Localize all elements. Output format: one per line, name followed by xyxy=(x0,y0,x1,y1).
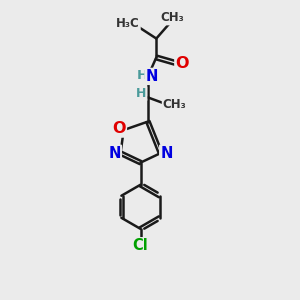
Text: N: N xyxy=(146,69,158,84)
Text: CH₃: CH₃ xyxy=(160,11,184,24)
Text: N: N xyxy=(160,146,172,161)
Text: Cl: Cl xyxy=(133,238,148,253)
Text: O: O xyxy=(112,122,126,136)
Text: H: H xyxy=(136,87,146,100)
Text: O: O xyxy=(176,56,189,71)
Text: H: H xyxy=(136,69,148,82)
Text: H₃C: H₃C xyxy=(116,17,140,30)
Text: N: N xyxy=(109,146,121,161)
Text: CH₃: CH₃ xyxy=(163,98,187,111)
